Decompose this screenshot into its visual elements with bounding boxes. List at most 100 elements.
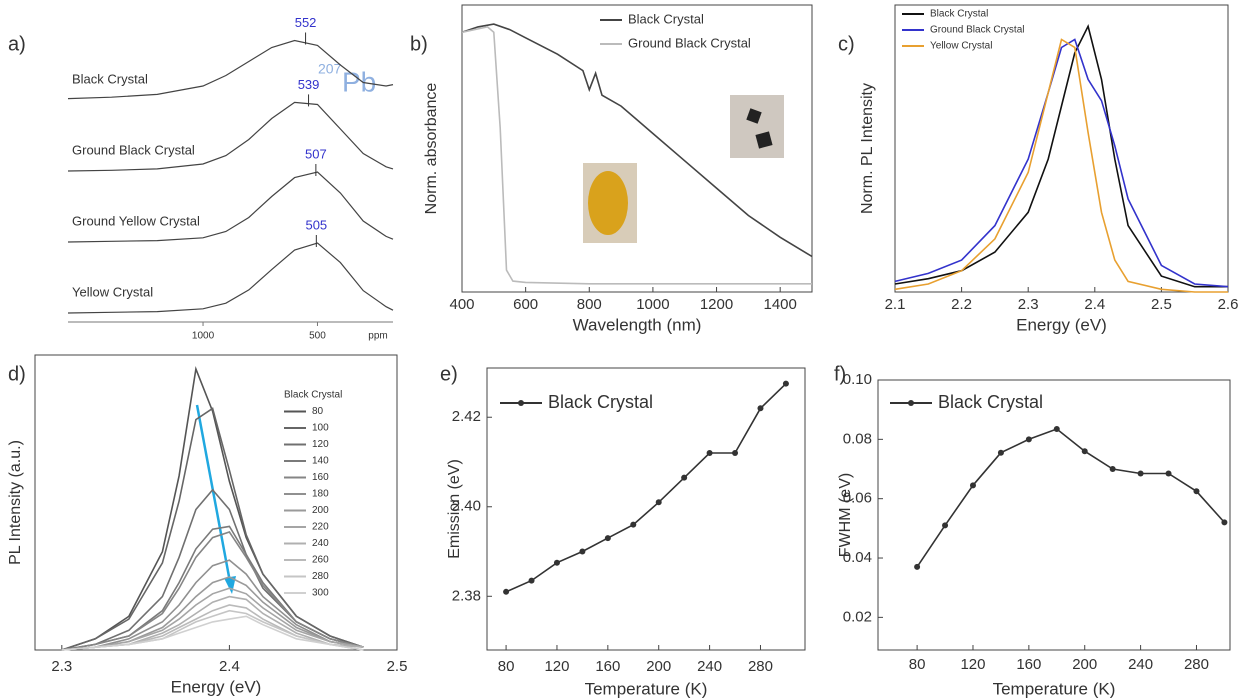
x-axis-label: Temperature (K): [585, 679, 708, 698]
data-point: [503, 588, 510, 595]
peak-label: 505: [305, 217, 327, 232]
x-tick-label: 120: [544, 658, 569, 675]
data-point: [1137, 470, 1144, 477]
x-tick-label: 2.4: [1084, 296, 1105, 313]
x-tick-label: 240: [1128, 656, 1153, 673]
series-label: Ground Black Crystal: [72, 142, 195, 157]
legend-label: Ground Black Crystal: [930, 25, 1024, 36]
y-axis-label: Norm. absorbance: [423, 83, 440, 215]
series-label: Ground Yellow Crystal: [72, 213, 200, 228]
x-tick-label: 500: [309, 331, 326, 342]
legend-label: Black Crystal: [938, 392, 1043, 412]
x-tick-label: 2.5: [387, 658, 408, 675]
legend-label: Black Crystal: [548, 392, 653, 412]
yellow-crystal-powder: [588, 171, 628, 235]
data-point: [1081, 448, 1088, 455]
spectrum: [67, 39, 394, 100]
series-label: Black Crystal: [72, 71, 148, 86]
x-tick-label: 200: [646, 658, 671, 675]
legend-label: 100: [312, 423, 329, 434]
data-point: [655, 499, 662, 506]
legend-label: 300: [312, 588, 329, 599]
legend-marker: [908, 400, 914, 406]
x-unit: ppm: [368, 331, 387, 342]
legend-title: Black Crystal: [284, 390, 342, 401]
x-tick-label: 2.3: [1018, 296, 1039, 313]
y-tick-label: 0.04: [843, 549, 872, 566]
legend-label: 200: [312, 505, 329, 516]
y-tick-label: 0.10: [843, 371, 872, 388]
panel-label: e): [440, 363, 458, 385]
series-line: [61, 531, 364, 651]
series-line: [916, 428, 1225, 568]
x-tick-label: 1000: [636, 296, 669, 313]
panel-label: f): [834, 363, 846, 385]
y-axis-label: Norm. PL Intensity: [859, 83, 876, 214]
photo-black-crystal: [730, 95, 784, 158]
series-line: [894, 38, 1228, 293]
x-tick-label: 800: [577, 296, 602, 313]
legend-label: Black Crystal: [628, 11, 704, 26]
plot-frame: [486, 367, 806, 651]
legend-marker: [518, 400, 524, 406]
y-tick-label: 0.02: [843, 608, 872, 625]
legend-label: 120: [312, 439, 329, 450]
y-axis-label: Emission (eV): [446, 459, 463, 559]
panel-label: b): [410, 33, 428, 55]
series-line: [461, 23, 813, 258]
x-axis-label: Temperature (K): [993, 679, 1116, 698]
data-point: [1165, 470, 1172, 477]
peak-label: 539: [298, 77, 320, 92]
legend-label: 180: [312, 489, 329, 500]
black-crystal: [746, 108, 762, 124]
plot-frame: [461, 4, 813, 293]
x-tick-label: 80: [909, 656, 926, 673]
x-tick-label: 2.1: [885, 296, 906, 313]
trend-arrow: [195, 404, 232, 583]
y-tick-label: 2.40: [452, 498, 481, 515]
data-point: [1109, 466, 1116, 473]
panel-label: d): [8, 363, 26, 385]
series-line: [61, 587, 364, 651]
series-line: [61, 559, 364, 651]
plot-frame: [34, 354, 398, 651]
spectrum: [67, 242, 394, 314]
x-tick-label: 160: [595, 658, 620, 675]
data-point: [630, 521, 637, 528]
black-crystal: [755, 131, 773, 149]
data-point: [1053, 425, 1060, 432]
legend-label: 220: [312, 522, 329, 533]
legend-label: 260: [312, 555, 329, 566]
data-point: [1193, 488, 1200, 495]
data-point: [782, 380, 789, 387]
x-tick-label: 2.6: [1218, 296, 1239, 313]
series-line: [61, 615, 364, 651]
peak-label: 507: [305, 146, 327, 161]
y-axis-label: PL Intensity (a.u.): [7, 440, 24, 565]
x-axis-label: Wavelength (nm): [573, 315, 702, 334]
data-point: [528, 577, 535, 584]
panel-label: a): [8, 33, 26, 55]
x-tick-label: 2.2: [951, 296, 972, 313]
x-tick-label: 240: [697, 658, 722, 675]
data-point: [942, 522, 949, 529]
y-tick-label: 0.08: [843, 430, 872, 447]
x-tick-label: 2.4: [219, 658, 240, 675]
x-tick-label: 2.5: [1151, 296, 1172, 313]
plot-frame: [894, 4, 1229, 293]
x-axis-label: Energy (eV): [171, 677, 262, 696]
spectrum: [67, 101, 394, 172]
x-tick-label: 160: [1016, 656, 1041, 673]
x-tick-label: 400: [449, 296, 474, 313]
legend-label: 80: [312, 406, 324, 417]
data-point: [1025, 436, 1032, 443]
x-tick-label: 600: [513, 296, 538, 313]
series-line: [461, 26, 812, 285]
x-tick-label: 1200: [700, 296, 733, 313]
data-point: [914, 563, 921, 570]
legend-label: Yellow Crystal: [930, 41, 992, 52]
legend-label: 240: [312, 538, 329, 549]
legend-label: 280: [312, 571, 329, 582]
